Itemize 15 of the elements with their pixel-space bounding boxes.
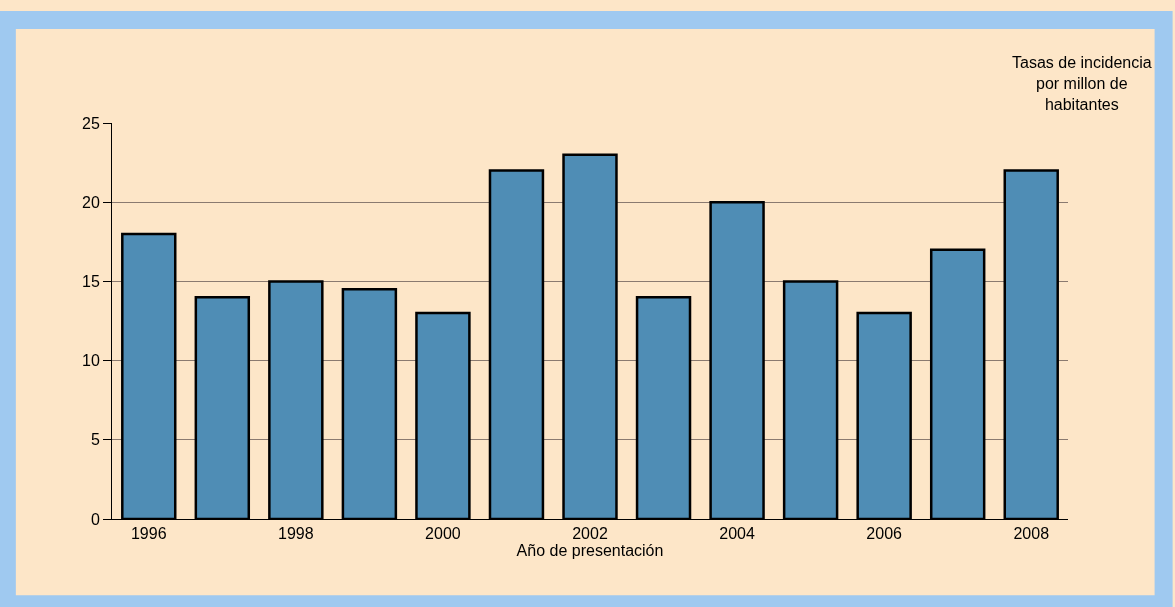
y-tick-label: 15 xyxy=(82,273,100,290)
y-tick-label: 20 xyxy=(82,193,100,211)
y-tick-label: 10 xyxy=(82,352,100,370)
x-tick-label: 1996 xyxy=(130,525,167,543)
x-tick-label: 2006 xyxy=(866,525,903,543)
y-tick-label: 0 xyxy=(90,510,100,528)
x-tick-label: 2002 xyxy=(572,525,608,543)
x-axis-title: Año de presentación xyxy=(516,542,664,560)
y-axis-title: Tasas de incidencia por millon de habitantes xyxy=(1012,54,1152,113)
x-tick-label: 1998 xyxy=(278,525,314,543)
x-tick-label: 2000 xyxy=(425,525,461,543)
x-tick-label: 2008 xyxy=(1013,525,1050,543)
y-tick-label: 25 xyxy=(82,114,100,132)
y-tick-label: 5 xyxy=(90,431,100,449)
x-tick-label: 2004 xyxy=(719,525,755,543)
